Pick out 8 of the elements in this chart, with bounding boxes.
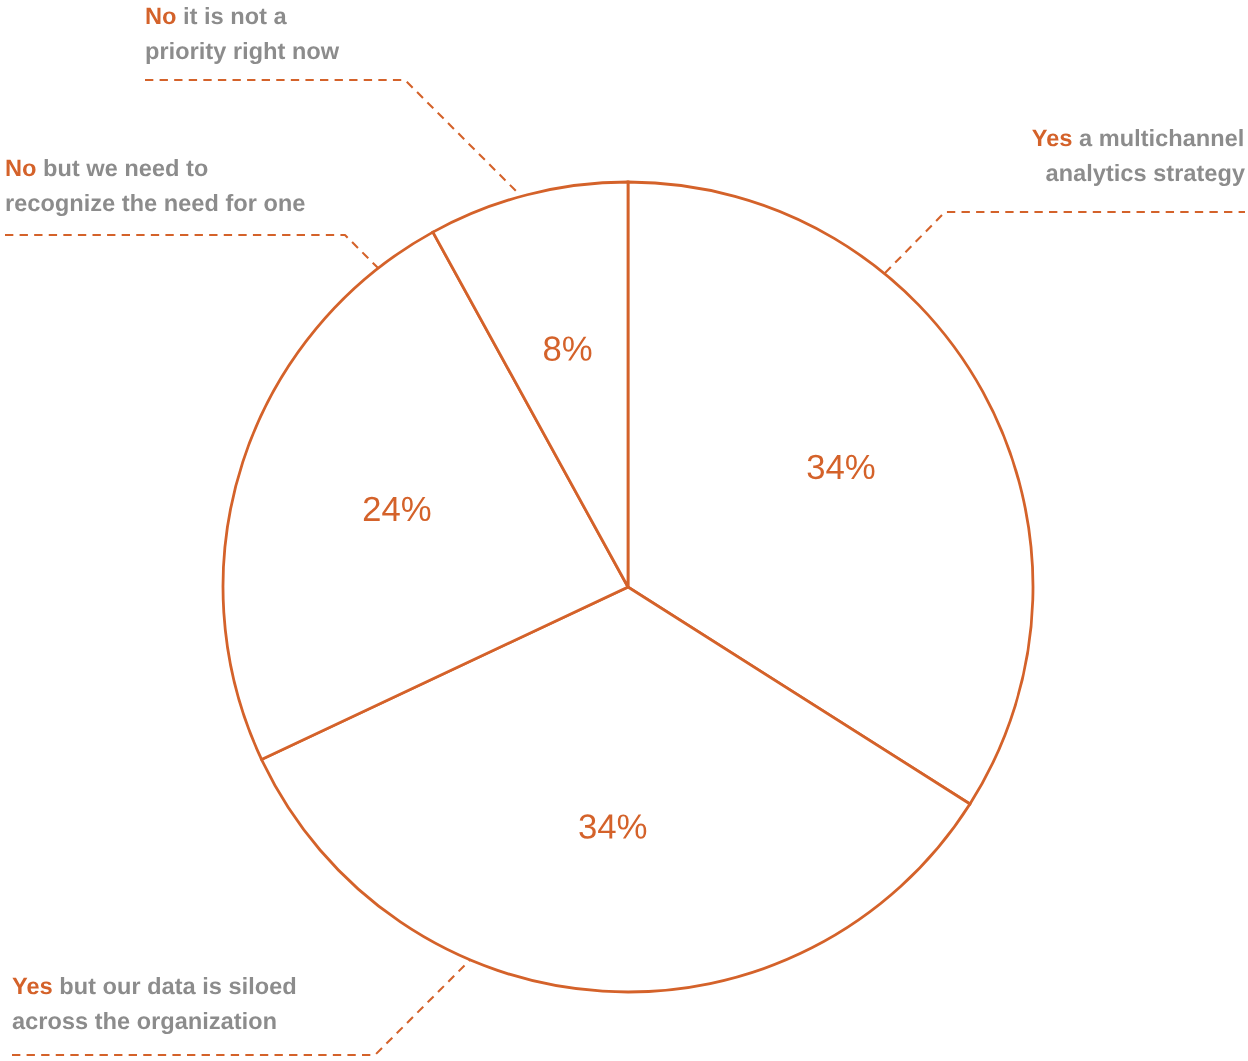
slice-label: Yes but our data is siloed across the organization [12, 976, 296, 1035]
data-label: 8% [543, 336, 592, 361]
data-label: 34% [807, 454, 875, 480]
slice-label: Yes a multichannel analytics strategy [1032, 129, 1245, 187]
data-label: 34% [579, 814, 647, 839]
slice-label: No it is not a priority right now [146, 7, 340, 65]
slice-label: No but we need to recognize the need for one [6, 159, 305, 217]
data-label: 24% [363, 496, 431, 522]
